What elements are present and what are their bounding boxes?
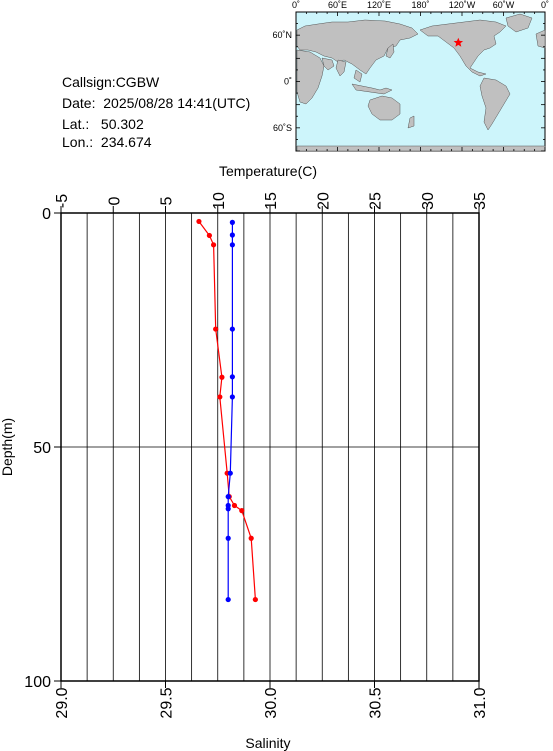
temperature-data-point xyxy=(239,508,245,514)
map-lon-label: 120˚E xyxy=(367,0,391,10)
temperature-tick-label: 5 xyxy=(159,196,176,205)
temperature-data-point xyxy=(219,374,225,380)
station-star-icon xyxy=(453,37,464,47)
temperature-tick-label: 20 xyxy=(315,192,332,210)
temperature-tick-label: 10 xyxy=(211,192,228,210)
depth-tick-label: 0 xyxy=(42,206,51,223)
map-lon-label: 60˚E xyxy=(328,0,347,10)
callsign-label: Callsign:CGBW xyxy=(62,74,160,90)
temperature-tick-label: 0 xyxy=(106,196,123,205)
salinity-axis-title: Salinity xyxy=(245,735,290,751)
map-lat-label: 0˚ xyxy=(284,77,292,87)
salinity-data-point xyxy=(229,242,235,248)
temperature-tick-label: 35 xyxy=(472,192,489,210)
map-lat-label: 60˚N xyxy=(272,30,292,40)
temperature-data-point xyxy=(231,502,238,509)
salinity-tick-label: 29.5 xyxy=(159,687,176,718)
salinity-data-point xyxy=(225,596,231,603)
salinity-tick-label: 29.0 xyxy=(54,687,71,718)
salinity-profile-line xyxy=(227,222,233,600)
salinity-data-point xyxy=(229,326,235,332)
temperature-profile-line xyxy=(198,221,256,600)
temperature-tick-label: 15 xyxy=(263,192,280,210)
temperature-data-point xyxy=(248,535,254,541)
temperature-tick-label: -5 xyxy=(54,194,71,208)
date-label: Date: 2025/08/28 14:41(UTC) xyxy=(62,95,251,111)
salinity-data-point xyxy=(229,374,235,380)
salinity-data-point xyxy=(229,232,235,238)
map-lon-label: 0˚ xyxy=(292,0,300,10)
salinity-data-point xyxy=(229,394,235,400)
depth-tick-label: 50 xyxy=(33,440,51,457)
map-lat-label: 60˚S xyxy=(273,123,292,133)
temperature-data-point xyxy=(210,242,217,248)
temperature-data-point xyxy=(252,596,258,603)
temperature-tick-label: 30 xyxy=(420,192,437,210)
depth-axis-title: Depth(m) xyxy=(0,418,15,476)
salinity-data-point xyxy=(227,470,233,476)
salinity-data-point xyxy=(225,494,231,500)
temperature-data-point xyxy=(217,394,223,400)
map-lon-label: 0˚ xyxy=(541,0,549,10)
salinity-data-point xyxy=(229,219,235,225)
salinity-tick-label: 30.0 xyxy=(263,687,280,718)
temperature-tick-label: 25 xyxy=(368,192,385,210)
depth-tick-label: 100 xyxy=(24,674,51,691)
temperature-data-point xyxy=(206,232,212,239)
salinity-data-point xyxy=(225,535,231,541)
salinity-tick-label: 31.0 xyxy=(472,687,489,718)
world-map: 0˚ 60˚E 120˚E 180˚ 120˚W 60˚W 0˚ 60˚N 0˚ 60˚S xyxy=(272,0,549,152)
temperature-data-point xyxy=(213,326,219,332)
map-lon-label: 120˚W xyxy=(449,0,476,10)
latitude-label: Lat.: 50.302 xyxy=(62,116,144,132)
temperature-axis-title: Temperature(C) xyxy=(219,163,317,179)
temperature-data-point xyxy=(196,218,202,225)
salinity-tick-label: 30.5 xyxy=(368,687,385,718)
salinity-data-point xyxy=(225,506,231,512)
map-lon-label: 180˚ xyxy=(411,0,429,10)
longitude-label: Lon.: 234.674 xyxy=(62,134,152,150)
map-lon-label: 60˚W xyxy=(493,0,515,10)
